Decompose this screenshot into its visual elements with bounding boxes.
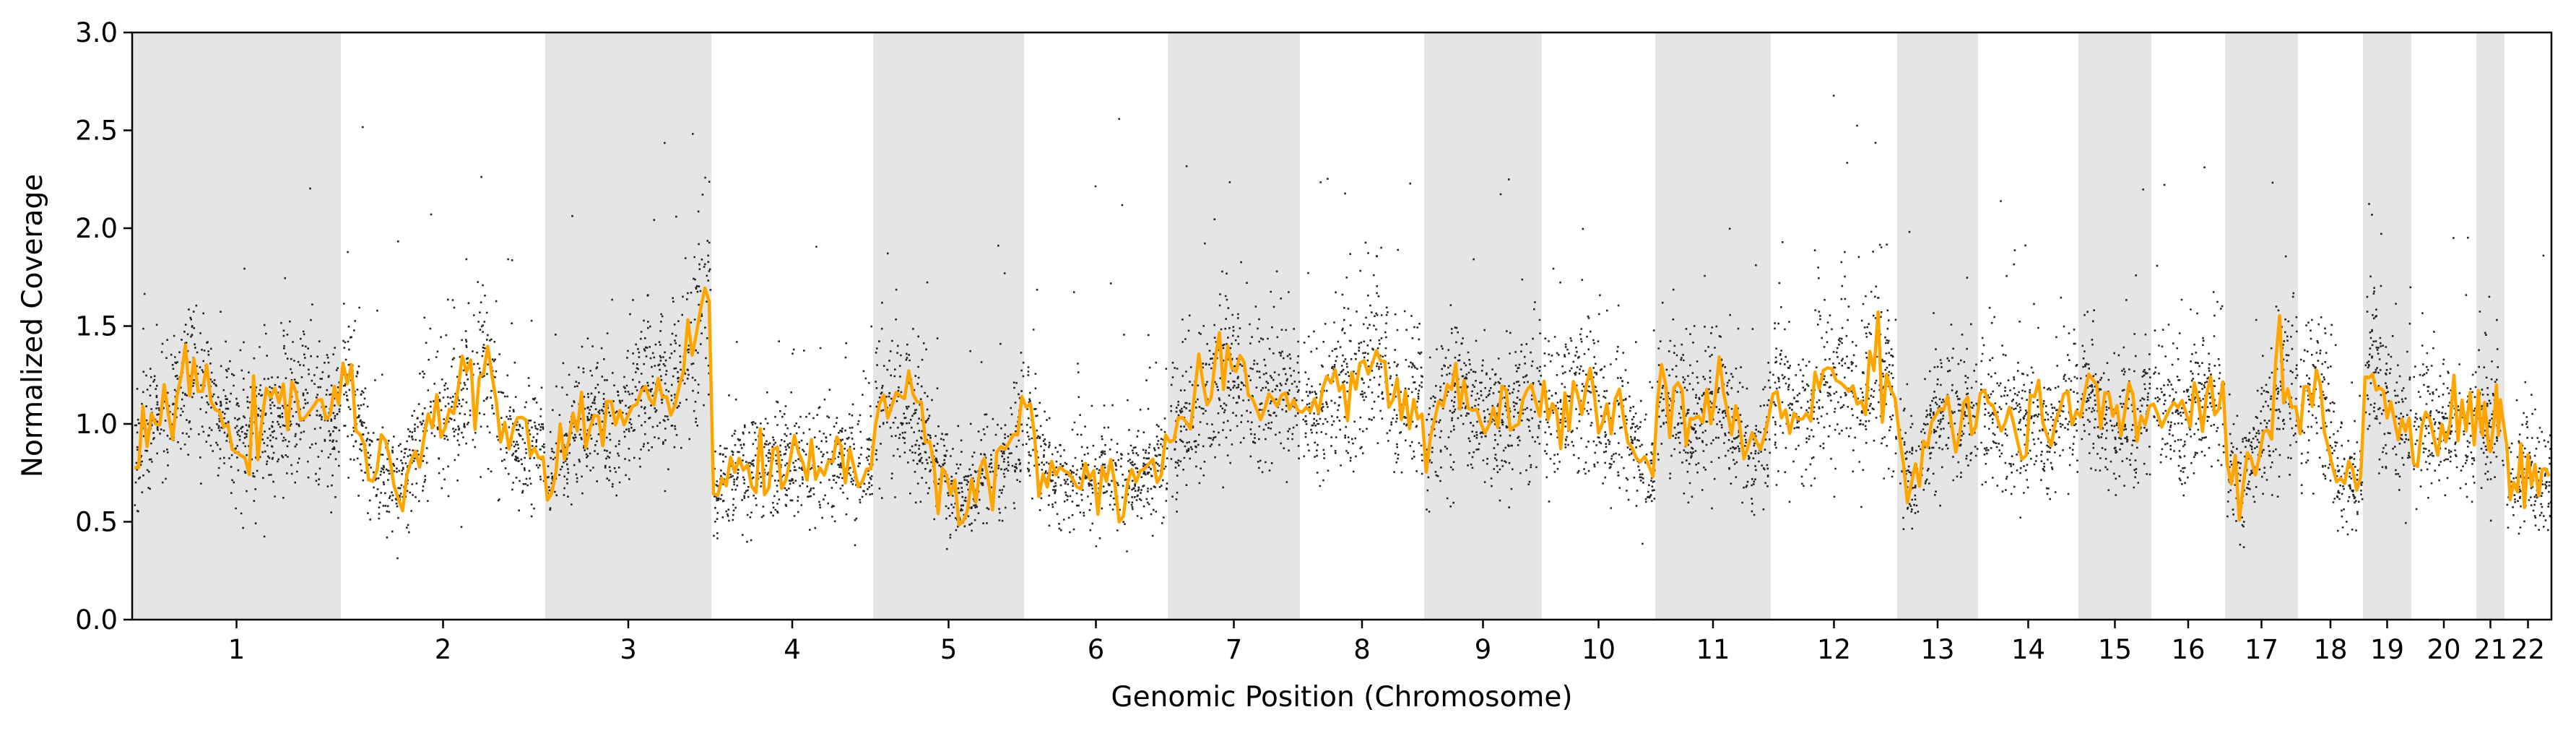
x-tick-label: 15: [2098, 634, 2132, 665]
chromosome-band-9: [1424, 32, 1542, 620]
x-tick-label: 17: [2245, 634, 2278, 665]
x-tick-label: 12: [1817, 634, 1851, 665]
y-tick-label: 0.5: [75, 507, 118, 538]
x-tick-label: 5: [940, 634, 958, 665]
x-tick-label: 19: [2370, 634, 2404, 665]
chromosome-band-15: [2078, 32, 2151, 620]
x-tick-label: 2: [435, 634, 452, 665]
x-tick-label: 21: [2473, 634, 2507, 665]
y-tick-label: 1.5: [75, 311, 118, 342]
chromosome-band-19: [2363, 32, 2411, 620]
chromosome-band-3: [545, 32, 711, 620]
x-tick-label: 18: [2313, 634, 2347, 665]
x-tick-label: 7: [1226, 634, 1243, 665]
y-axis-title: Normalized Coverage: [17, 174, 49, 477]
x-tick-label: 13: [1920, 634, 1954, 665]
x-tick-label: 14: [2011, 634, 2045, 665]
x-tick-label: 8: [1353, 634, 1371, 665]
y-tick-label: 3.0: [75, 17, 118, 48]
trend-line: [134, 286, 2551, 527]
chromosome-bands: [132, 32, 2505, 620]
y-tick-label: 2.0: [75, 213, 118, 244]
scatter-points: [134, 95, 2552, 560]
plot-frame: [131, 31, 2553, 621]
x-tick-label: 6: [1088, 634, 1105, 665]
y-axis: 0.0 0.5 1.0 1.5 2.0 2.5 3.0: [75, 17, 132, 636]
y-tick-label: 0.0: [75, 604, 118, 636]
x-tick-label: 11: [1696, 634, 1730, 665]
x-tick-label: 9: [1475, 634, 1492, 665]
x-tick-label: 20: [2427, 634, 2460, 665]
chromosome-band-21: [2476, 32, 2505, 620]
x-tick-label: 4: [784, 634, 801, 665]
chromosome-band-13: [1897, 32, 1978, 620]
coverage-trend: [134, 286, 2551, 527]
y-tick-label: 1.0: [75, 409, 118, 440]
x-axis-title: Genomic Position (Chromosome): [1111, 681, 1572, 714]
x-tick-label: 10: [1582, 634, 1616, 665]
x-tick-label: 22: [2511, 634, 2545, 665]
chromosome-band-11: [1655, 32, 1771, 620]
x-axis: 1 2 3 4 5 6 7 8 9 10 11 12 13 14 15 16 17 18 19 20 21 22: [228, 620, 2545, 665]
chromosome-band-5: [873, 32, 1024, 620]
y-tick-label: 2.5: [75, 116, 118, 147]
chromosome-band-1: [132, 32, 341, 620]
x-tick-label: 1: [228, 634, 246, 665]
x-tick-label: 16: [2171, 634, 2205, 665]
x-tick-label: 3: [620, 634, 637, 665]
chromosome-band-17: [2225, 32, 2298, 620]
coverage-points: [134, 95, 2552, 560]
